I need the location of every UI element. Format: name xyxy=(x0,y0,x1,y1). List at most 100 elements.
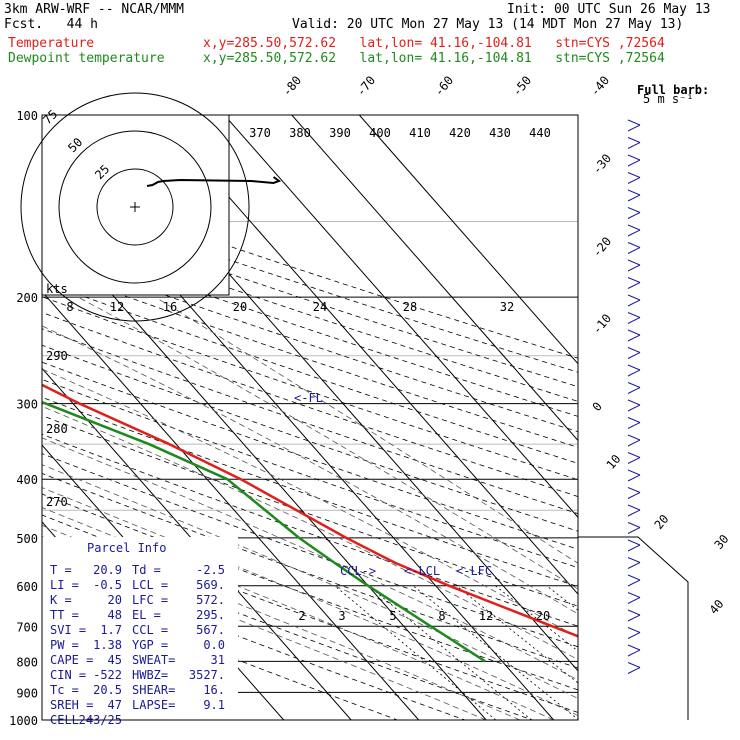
parcel-key: SVI = xyxy=(50,623,86,637)
hodograph-speed-label: 28 xyxy=(403,300,417,314)
parcel-key: HWBZ= xyxy=(132,668,168,682)
barb-frame xyxy=(578,536,689,720)
wind-barb xyxy=(627,539,641,552)
parcel-value: 0.0 xyxy=(203,638,225,652)
parcel-key: EL = xyxy=(132,608,161,622)
parcel-value: 20.5 xyxy=(93,683,122,697)
pressure-label-300: 300 xyxy=(16,398,38,412)
hodograph-ring xyxy=(20,92,250,322)
mixing-ratio-label: 2 xyxy=(298,609,305,623)
parcel-value: 45 xyxy=(108,653,122,667)
pressure-label-900: 900 xyxy=(16,686,38,700)
parcel-value: 31 xyxy=(211,653,225,667)
wind-barb xyxy=(627,119,641,132)
mixing-ratio-label: 3 xyxy=(338,609,345,623)
hodograph-ring xyxy=(58,130,212,284)
wind-barb xyxy=(627,189,641,202)
wind-barb xyxy=(627,347,641,359)
wind-barb xyxy=(627,557,641,569)
wind-barb xyxy=(627,154,641,167)
dry-adiabat xyxy=(42,265,578,448)
parcel-key: Tc = xyxy=(50,683,79,697)
parcel-value: 48 xyxy=(108,608,122,622)
barb-note: Full barb: xyxy=(637,83,709,97)
hodograph-units: kts xyxy=(46,282,68,296)
isotherm-label: -60 xyxy=(432,73,457,99)
parcel-key: CAPE = xyxy=(50,653,93,667)
isotherm-label: 10 xyxy=(604,452,624,472)
parcel-key: LI = xyxy=(50,578,79,592)
pressure-label-500: 500 xyxy=(16,532,38,546)
dry-adiabat xyxy=(42,312,578,497)
barb-note-units: 5 m s⁻¹ xyxy=(643,92,694,106)
isotherm-label: -50 xyxy=(510,73,535,99)
parcel-value: 1.38 xyxy=(93,638,122,652)
pressure-label-800: 800 xyxy=(16,655,38,669)
parcel-key: PW = xyxy=(50,638,79,652)
wind-barb xyxy=(627,417,641,429)
mixing-ratio-label: 5 xyxy=(389,609,396,623)
hodograph-speed-label: 24 xyxy=(313,300,327,314)
dry-adiabat xyxy=(42,344,578,532)
parcel-key: CCL = xyxy=(132,623,168,637)
thetae-label: 270 xyxy=(46,495,68,509)
parcel-key: SHEAR= xyxy=(132,683,175,697)
wind-barb xyxy=(627,382,641,394)
parcel-key: LAPSE= xyxy=(132,698,175,712)
dry-adiabat xyxy=(42,472,578,669)
wind-barb xyxy=(627,452,641,464)
isotherm xyxy=(0,115,14,720)
isotherm-label: 20 xyxy=(652,512,672,532)
dewpoint-location: x,y=285.50,572.62 lat,lon= 41.16,-104.81… xyxy=(203,51,665,66)
isotherm-label: -70 xyxy=(354,73,379,99)
wind-barb xyxy=(627,172,641,184)
wind-barb xyxy=(627,627,641,639)
mixing-ratio-label: 20 xyxy=(536,609,550,623)
model-title: 3km ARW-WRF -- NCAR/MMM xyxy=(4,2,185,17)
wind-barb xyxy=(627,224,641,237)
moist-adiabat xyxy=(42,325,578,615)
temperature-label: Temperature xyxy=(8,36,95,51)
parcel-key: T = xyxy=(50,563,72,577)
pressure-label-700: 700 xyxy=(16,620,38,634)
parcel-value: 572. xyxy=(196,593,225,607)
mixing-ratio-label: 12 xyxy=(479,609,493,623)
parcel-value: 567. xyxy=(196,623,225,637)
isotherm xyxy=(42,290,420,720)
hodograph-speed-label: 8 xyxy=(66,300,73,314)
parcel-key: K = xyxy=(50,593,72,607)
mixing-ratio-line xyxy=(368,585,532,720)
dry-adiabat xyxy=(42,558,467,720)
isotherm-label: 30 xyxy=(712,532,732,552)
wind-barb xyxy=(627,259,641,272)
parcel-value: -522 xyxy=(93,668,122,682)
theta-label: 390 xyxy=(329,126,351,140)
moist-adiabat xyxy=(42,405,578,661)
parcel-key: Td = xyxy=(132,563,161,577)
parcel-info-title: Parcel Info xyxy=(87,541,166,555)
valid-time: Valid: 20 UTC Mon 27 May 13 (14 MDT Mon … xyxy=(292,17,684,32)
theta-label: 430 xyxy=(489,126,511,140)
parcel-key: SREH = xyxy=(50,698,93,712)
isotherm-label: 0 xyxy=(590,399,605,414)
hodograph-trace xyxy=(146,176,282,187)
temperature-curve xyxy=(42,383,578,638)
isotherm xyxy=(223,115,578,519)
thetae-label: 280 xyxy=(46,422,68,436)
hodograph-ring xyxy=(96,168,174,246)
mixing-ratio-line xyxy=(334,585,497,720)
isotherm-label: -10 xyxy=(590,311,615,337)
theta-label: 380 xyxy=(289,126,311,140)
moist-adiabat xyxy=(42,368,578,638)
moist-adiabat xyxy=(42,437,578,681)
ccl-annotation: CCL-> xyxy=(340,564,376,578)
wind-barb xyxy=(627,662,641,674)
wind-barb xyxy=(627,574,641,587)
wind-barb xyxy=(627,522,641,534)
theta-label: 370 xyxy=(249,126,271,140)
dry-adiabat xyxy=(42,296,578,481)
parcel-key: LFC = xyxy=(132,593,168,607)
wind-barb xyxy=(627,592,641,604)
wind-barb xyxy=(627,137,641,149)
parcel-value: 1.7 xyxy=(100,623,122,637)
